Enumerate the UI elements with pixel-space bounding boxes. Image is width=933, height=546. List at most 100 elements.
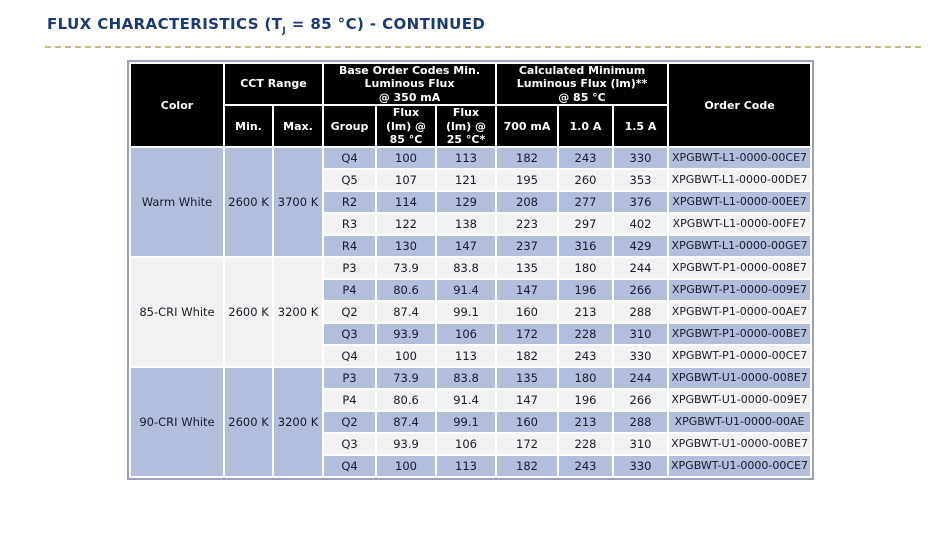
700ma-cell: 160: [495, 300, 559, 325]
flux-85-cell: 100: [375, 454, 437, 479]
1-0a-cell: 180: [557, 366, 614, 391]
order-code-cell: XPGBWT-L1-0000-00GE7: [666, 234, 813, 259]
order-code-cell: XPGBWT-U1-0000-008E7: [666, 366, 813, 391]
1-0a-cell: 260: [557, 168, 614, 193]
table-row: Q3 93.9 106 172 228 310 XPGBWT-U1-0000-0…: [130, 432, 813, 457]
1-5a-cell: 310: [612, 432, 669, 457]
order-code-cell: XPGBWT-P1-0000-00BE7: [666, 322, 813, 347]
flux-85-cell: 73.9: [375, 256, 437, 281]
1-5a-cell: 310: [612, 322, 669, 347]
flux-25-cell: 106: [435, 322, 497, 347]
table-row: P4 80.6 91.4 147 196 266 XPGBWT-U1-0000-…: [130, 388, 813, 413]
group-cell: P4: [322, 388, 377, 413]
group-cell: R4: [322, 234, 377, 259]
order-code-cell: XPGBWT-L1-0000-00EE7: [666, 190, 813, 215]
cct-max-cell: 3200 K: [272, 256, 324, 369]
1-5a-cell: 266: [612, 388, 669, 413]
flux-25-cell: 121: [435, 168, 497, 193]
700ma-cell: 223: [495, 212, 559, 237]
cct-min-cell: 2600 K: [223, 256, 274, 369]
flux-25-cell: 99.1: [435, 410, 497, 435]
header-1-5a: 1.5 A: [612, 104, 669, 149]
700ma-cell: 182: [495, 454, 559, 479]
1-0a-cell: 297: [557, 212, 614, 237]
table-row: Q5 107 121 195 260 353 XPGBWT-L1-0000-00…: [130, 168, 813, 193]
700ma-cell: 135: [495, 366, 559, 391]
1-0a-cell: 228: [557, 432, 614, 457]
flux-85-cell: 80.6: [375, 388, 437, 413]
700ma-cell: 172: [495, 432, 559, 457]
order-code-cell: XPGBWT-P1-0000-00AE7: [666, 300, 813, 325]
700ma-cell: 172: [495, 322, 559, 347]
header-base-order-codes: Base Order Codes Min. Luminous Flux @ 35…: [322, 61, 497, 107]
700ma-cell: 208: [495, 190, 559, 215]
1-0a-cell: 277: [557, 190, 614, 215]
header-700ma: 700 mA: [495, 104, 559, 149]
flux-85-cell: 107: [375, 168, 437, 193]
700ma-cell: 182: [495, 146, 559, 171]
header-cct-range: CCT Range: [223, 61, 324, 107]
flux-25-cell: 129: [435, 190, 497, 215]
order-code-cell: XPGBWT-P1-0000-00CE7: [666, 344, 813, 369]
flux-85-cell: 87.4: [375, 300, 437, 325]
1-0a-cell: 213: [557, 410, 614, 435]
page-title-subscript: J: [282, 26, 287, 36]
700ma-cell: 147: [495, 388, 559, 413]
1-5a-cell: 266: [612, 278, 669, 303]
flux-85-cell: 80.6: [375, 278, 437, 303]
group-cell: P4: [322, 278, 377, 303]
page-title-suffix: = 85 °C) - CONTINUED: [286, 15, 486, 33]
color-cell: 90-CRI White: [129, 366, 225, 479]
group-cell: Q4: [322, 454, 377, 479]
flux-25-cell: 138: [435, 212, 497, 237]
title-underline-rule: [45, 46, 921, 48]
1-0a-cell: 243: [557, 344, 614, 369]
flux-85-cell: 114: [375, 190, 437, 215]
flux-table-container: Color CCT Range Base Order Codes Min. Lu…: [127, 60, 815, 481]
1-5a-cell: 288: [612, 300, 669, 325]
header-order-code: Order Code: [666, 61, 813, 149]
table-row: Q2 87.4 99.1 160 213 288 XPGBWT-U1-0000-…: [130, 410, 813, 435]
table-row: Q3 93.9 106 172 228 310 XPGBWT-P1-0000-0…: [130, 322, 813, 347]
flux-25-cell: 106: [435, 432, 497, 457]
group-cell: Q5: [322, 168, 377, 193]
group-cell: R3: [322, 212, 377, 237]
order-code-cell: XPGBWT-U1-0000-00AE: [666, 410, 813, 435]
1-5a-cell: 330: [612, 146, 669, 171]
flux-25-cell: 113: [435, 344, 497, 369]
table-row: 90-CRI White 2600 K 3200 K P3 73.9 83.8 …: [129, 366, 813, 479]
flux-25-cell: 113: [435, 146, 497, 171]
header-color: Color: [129, 61, 225, 149]
1-5a-cell: 288: [612, 410, 669, 435]
700ma-cell: 195: [495, 168, 559, 193]
cct-min-cell: 2600 K: [223, 146, 274, 259]
group-cell: Q2: [322, 410, 377, 435]
table-row: Q2 87.4 99.1 160 213 288 XPGBWT-P1-0000-…: [130, 300, 813, 325]
header-calculated-minimum: Calculated Minimum Luminous Flux (lm)** …: [495, 61, 669, 107]
table-row: 85-CRI White 2600 K 3200 K P3 73.9 83.8 …: [129, 256, 813, 369]
order-code-cell: XPGBWT-U1-0000-00CE7: [666, 454, 813, 479]
header-1-0a: 1.0 A: [557, 104, 614, 149]
1-5a-cell: 402: [612, 212, 669, 237]
1-5a-cell: 353: [612, 168, 669, 193]
page-title: FLUX CHARACTERISTICS (TJ = 85 °C) - CONT…: [47, 15, 485, 36]
group-cell: P3: [322, 366, 377, 391]
1-0a-cell: 243: [557, 146, 614, 171]
group-cell: P3: [322, 256, 377, 281]
cct-max-cell: 3200 K: [272, 366, 324, 479]
flux-25-cell: 99.1: [435, 300, 497, 325]
order-code-cell: XPGBWT-L1-0000-00CE7: [666, 146, 813, 171]
header-row-sub: Min. Max. Group Flux (lm) @ 85 °C Flux (…: [130, 104, 811, 149]
flux-25-cell: 83.8: [435, 256, 497, 281]
1-5a-cell: 376: [612, 190, 669, 215]
cct-max-cell: 3700 K: [272, 146, 324, 259]
1-0a-cell: 316: [557, 234, 614, 259]
flux-85-cell: 100: [375, 344, 437, 369]
table-row: R3 122 138 223 297 402 XPGBWT-L1-0000-00…: [130, 212, 813, 237]
color-cell: Warm White: [129, 146, 225, 259]
table-row: Warm White 2600 K 3700 K Q4 100 113 182 …: [129, 146, 813, 259]
flux-25-cell: 147: [435, 234, 497, 259]
700ma-cell: 237: [495, 234, 559, 259]
1-0a-cell: 213: [557, 300, 614, 325]
